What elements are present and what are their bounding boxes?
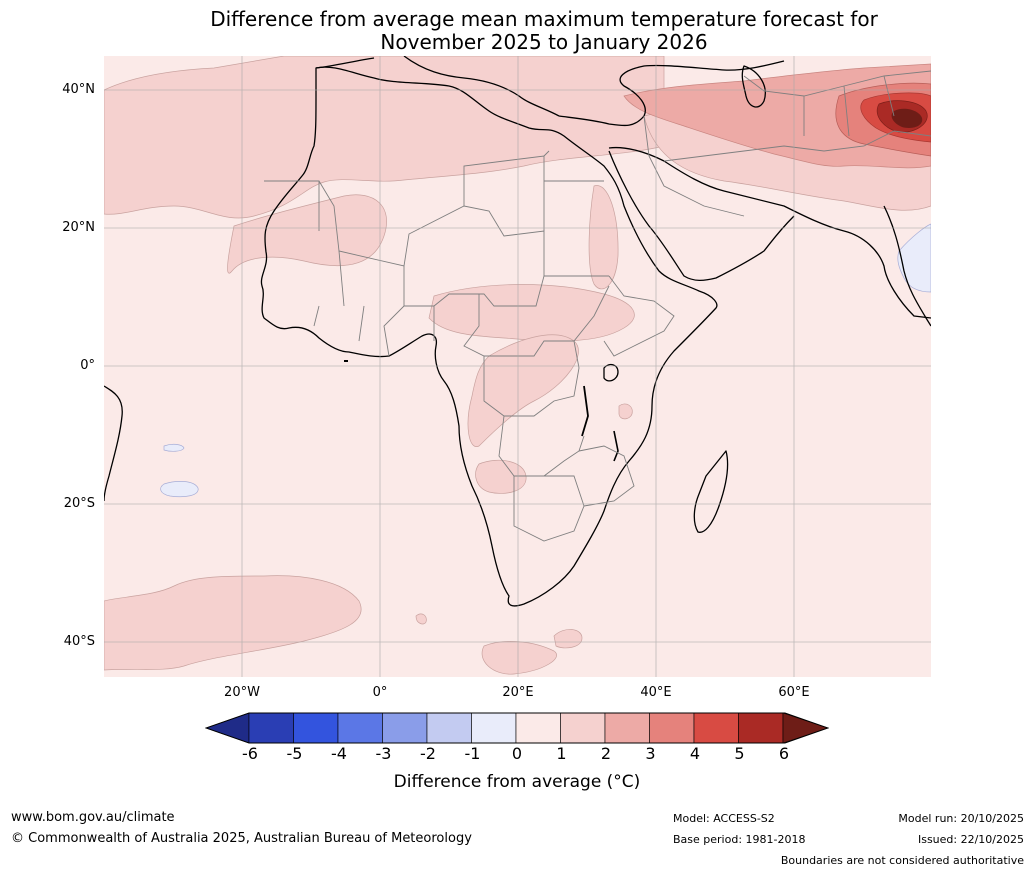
colorbar-tick: -4	[331, 744, 347, 763]
colorbar-tick: 3	[645, 744, 656, 763]
chart-title: Difference from average mean maximum tem…	[104, 8, 984, 54]
footer-base-period: Base period: 1981-2018	[673, 833, 806, 846]
lat-label-40n: 40°N	[62, 82, 95, 97]
anomaly-negative-areas	[160, 223, 931, 498]
anomaly-1-2-areas	[104, 56, 931, 675]
colorbar-cell	[205, 712, 250, 744]
colorbar-tick: 1	[556, 744, 567, 763]
colorbar-cell	[471, 712, 517, 744]
colorbar-cell	[382, 712, 428, 744]
colorbar-label: Difference from average (°C)	[393, 772, 641, 792]
colorbar-tick: 4	[689, 744, 701, 763]
colorbar-tick: -6	[242, 744, 258, 763]
title-line-2: November 2025 to January 2026	[380, 30, 708, 54]
south-america-coastline	[104, 385, 123, 502]
india-coastline	[883, 205, 931, 327]
footer-model-run: Model run: 20/10/2025	[898, 812, 1024, 825]
colorbar-cell	[604, 712, 650, 744]
country-boundaries	[264, 70, 931, 542]
colorbar-cell	[426, 712, 472, 744]
lake-malawi	[613, 430, 619, 462]
anomaly-map	[104, 56, 931, 677]
graticule	[104, 56, 931, 677]
lon-label-60e: 60°E	[778, 685, 810, 700]
africa-coastline	[260, 66, 718, 607]
lon-label-20e: 20°E	[502, 685, 534, 700]
title-line-1: Difference from average mean maximum tem…	[210, 7, 878, 31]
colorbar-cell	[337, 712, 383, 744]
lon-label-20w: 20°W	[224, 685, 260, 700]
lake-tanganyika	[581, 385, 589, 437]
colorbar-cell	[782, 712, 829, 744]
lat-label-40s: 40°S	[63, 634, 95, 649]
colorbar-tick: 6	[778, 744, 790, 763]
colorbar-cell	[248, 712, 294, 744]
map-svg	[104, 56, 931, 677]
lat-label-0: 0°	[80, 358, 95, 373]
footer-issued: Issued: 22/10/2025	[917, 833, 1024, 846]
anomaly-above-6-areas	[891, 108, 923, 128]
lon-label-0: 0°	[372, 685, 388, 700]
colorbar-cell	[560, 712, 606, 744]
footer-copyright: © Commonwealth of Australia 2025, Austra…	[11, 831, 472, 846]
colorbar-tick: 0	[511, 744, 523, 763]
colorbar-tick: -5	[286, 744, 303, 763]
coastlines	[104, 56, 931, 607]
lake-victoria	[603, 363, 619, 382]
footer-disclaimer: Boundaries are not considered authoritat…	[780, 854, 1024, 867]
footer-model: Model: ACCESS-S2	[673, 812, 775, 825]
colorbar-tick: -3	[375, 744, 392, 763]
lat-label-20n: 20°N	[62, 220, 95, 235]
colorbar-cell	[515, 712, 561, 744]
footer-website: www.bom.gov.au/climate	[11, 810, 175, 825]
colorbar-tick: 2	[600, 744, 612, 763]
lat-label-20s: 20°S	[63, 496, 95, 511]
colorbar-cell	[293, 712, 339, 744]
lon-label-40e: 40°E	[640, 685, 672, 700]
colorbar-tick: -2	[420, 744, 436, 763]
madagascar-coastline	[693, 450, 729, 533]
colorbar-cell	[693, 712, 739, 744]
inland-sea-outline	[741, 65, 766, 108]
colorbar-tick: -1	[464, 744, 481, 763]
colorbar-cell	[649, 712, 695, 744]
colorbar	[205, 712, 829, 744]
colorbar-tick: 5	[734, 744, 745, 763]
europe-coastline	[315, 56, 785, 127]
colorbar-cell	[738, 712, 784, 744]
